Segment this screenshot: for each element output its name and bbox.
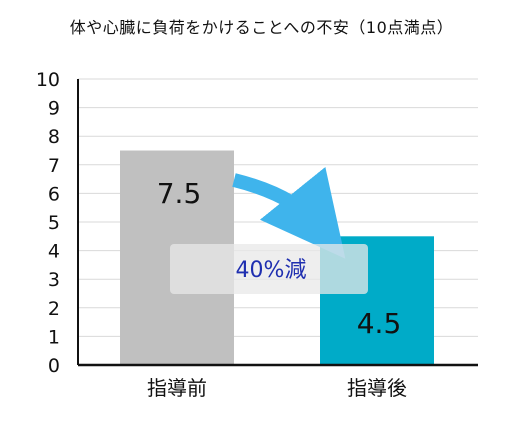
x-axis-ticks: 指導前 指導後	[147, 376, 407, 400]
decrease-arrow	[232, 166, 346, 259]
y-tick-label: 7	[48, 155, 60, 177]
data-labels: 7.5 4.5	[157, 177, 402, 340]
y-tick-label: 0	[48, 355, 60, 377]
annotation-text: 40%減	[236, 258, 307, 283]
y-tick-label: 3	[48, 269, 60, 291]
y-tick-label: 8	[48, 126, 60, 148]
y-tick-label: 5	[48, 212, 60, 234]
y-tick-label: 1	[48, 326, 60, 348]
chart-title: 体や心臓に負荷をかけることへの不安（10点満点）	[69, 18, 454, 37]
data-label: 4.5	[357, 307, 402, 340]
x-tick-label: 指導後	[347, 376, 407, 400]
y-tick-label: 10	[36, 69, 60, 91]
data-label: 7.5	[157, 177, 202, 210]
y-tick-label: 2	[48, 298, 60, 320]
annotation-box	[170, 244, 368, 294]
x-tick-label: 指導前	[147, 376, 207, 400]
y-tick-label: 4	[48, 241, 60, 263]
y-tick-label: 6	[48, 183, 60, 205]
y-axis-ticks: 0 1 2 3 4 5 6 7 8 9 10	[36, 69, 60, 377]
y-tick-label: 9	[48, 98, 60, 120]
